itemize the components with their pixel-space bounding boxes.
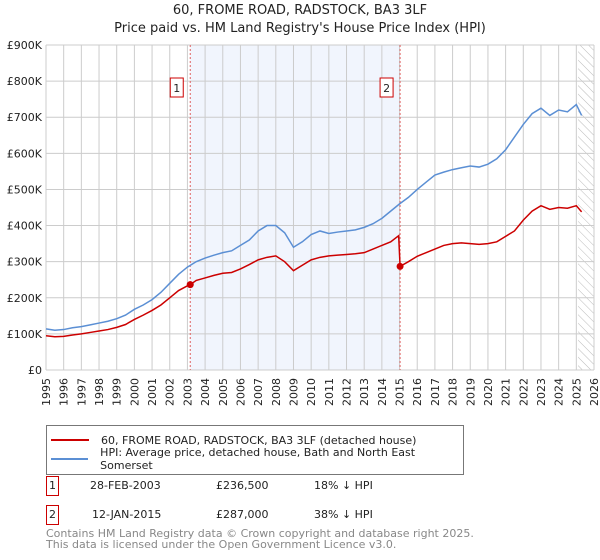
property-price-line bbox=[45, 204, 583, 338]
x-tick-label: 2009 bbox=[287, 378, 300, 406]
hpi-line bbox=[45, 103, 583, 332]
y-tick-label: £700K bbox=[7, 111, 43, 124]
x-tick-label: 2005 bbox=[217, 378, 230, 406]
x-tick-label: 2024 bbox=[553, 378, 566, 406]
legend-label: 60, FROME ROAD, RADSTOCK, BA3 3LF (detac… bbox=[101, 433, 417, 447]
shaded-ownership-period bbox=[190, 45, 401, 370]
transaction-price: £236,500 bbox=[216, 479, 269, 492]
y-tick-label: £100K bbox=[7, 328, 43, 341]
x-tick-label: 2021 bbox=[500, 378, 513, 406]
red-line-swatch bbox=[51, 439, 89, 441]
x-tick-label: 2015 bbox=[394, 378, 407, 406]
x-tick-label: 2013 bbox=[358, 378, 371, 406]
legend-item-hpi: HPI: Average price, detached house, Bath… bbox=[51, 446, 463, 472]
y-tick-label: £500K bbox=[7, 183, 43, 196]
marker-badge: 1 bbox=[46, 476, 59, 496]
x-tick-label: 2004 bbox=[199, 378, 212, 406]
marker-label: 2 bbox=[383, 82, 390, 95]
x-tick-label: 2025 bbox=[570, 378, 583, 406]
chart-title: 60, FROME ROAD, RADSTOCK, BA3 3LF bbox=[172, 3, 428, 18]
x-tick-label: 2014 bbox=[376, 378, 389, 406]
x-tick-label: 2017 bbox=[429, 378, 442, 406]
x-tick-label: 2020 bbox=[482, 378, 495, 406]
x-tick-label: 2008 bbox=[270, 378, 283, 406]
footer-line: Contains HM Land Registry data © Crown c… bbox=[46, 527, 474, 540]
x-tick-label: 1998 bbox=[93, 378, 106, 406]
x-tick-label: 2001 bbox=[146, 378, 159, 406]
x-tick-label: 2019 bbox=[464, 378, 477, 406]
marker-badge bbox=[169, 77, 184, 98]
x-tick-label: 1999 bbox=[111, 378, 124, 406]
y-tick-label: £200K bbox=[7, 292, 43, 305]
chart-subtitle: Price paid vs. HM Land Registry's House … bbox=[114, 21, 486, 36]
transaction-delta: 18% ↓ HPI bbox=[314, 479, 373, 492]
x-tick-label: 2002 bbox=[164, 378, 177, 406]
x-tick-label: 2007 bbox=[252, 378, 265, 406]
marker-badge: 2 bbox=[46, 505, 59, 525]
y-tick-label: £0 bbox=[28, 364, 42, 377]
x-tick-label: 2000 bbox=[128, 378, 141, 406]
x-tick-label: 2010 bbox=[305, 378, 318, 406]
transaction-date: 12-JAN-2015 bbox=[92, 508, 162, 521]
x-tick-label: 2006 bbox=[234, 378, 247, 406]
sale-point bbox=[186, 281, 194, 289]
x-tick-label: 2018 bbox=[447, 378, 460, 406]
footer-line: This data is licensed under the Open Gov… bbox=[46, 538, 397, 551]
footer: Contains HM Land Registry data © Crown c… bbox=[46, 528, 474, 550]
legend: 60, FROME ROAD, RADSTOCK, BA3 3LF (detac… bbox=[46, 425, 464, 475]
y-tick-label: £800K bbox=[7, 75, 43, 88]
y-tick-label: £600K bbox=[7, 147, 43, 160]
sale-point bbox=[396, 262, 404, 270]
x-tick-label: 2022 bbox=[517, 378, 530, 406]
y-tick-label: £300K bbox=[7, 256, 43, 269]
blue-line-swatch bbox=[51, 458, 89, 460]
marker-label: 1 bbox=[173, 82, 180, 95]
transaction-price: £287,000 bbox=[216, 508, 269, 521]
x-tick-label: 2003 bbox=[181, 378, 194, 406]
x-tick-label: 1995 bbox=[40, 378, 53, 406]
legend-label: HPI: Average price, detached house, Bath… bbox=[100, 446, 416, 472]
x-tick-label: 1997 bbox=[75, 378, 88, 406]
x-tick-label: 2011 bbox=[323, 378, 336, 406]
price-chart: 1995 1996 1997 1998 1999 2000 2001 2002 2003 2004… bbox=[7, 39, 600, 406]
legend-item-property: 60, FROME ROAD, RADSTOCK, BA3 3LF (detac… bbox=[51, 432, 416, 448]
marker-badge bbox=[379, 77, 394, 98]
y-tick-label: £400K bbox=[7, 220, 43, 233]
x-tick-label: 2026 bbox=[588, 378, 600, 406]
y-tick-label: £900K bbox=[7, 39, 43, 52]
transaction-date: 28-FEB-2003 bbox=[90, 479, 161, 492]
forecast-hatch bbox=[578, 45, 594, 370]
transaction-delta: 38% ↓ HPI bbox=[314, 508, 373, 521]
x-tick-label: 1996 bbox=[58, 378, 71, 406]
x-tick-label: 2012 bbox=[341, 378, 354, 406]
x-tick-label: 2023 bbox=[535, 378, 548, 406]
x-tick-label: 2016 bbox=[411, 378, 424, 406]
